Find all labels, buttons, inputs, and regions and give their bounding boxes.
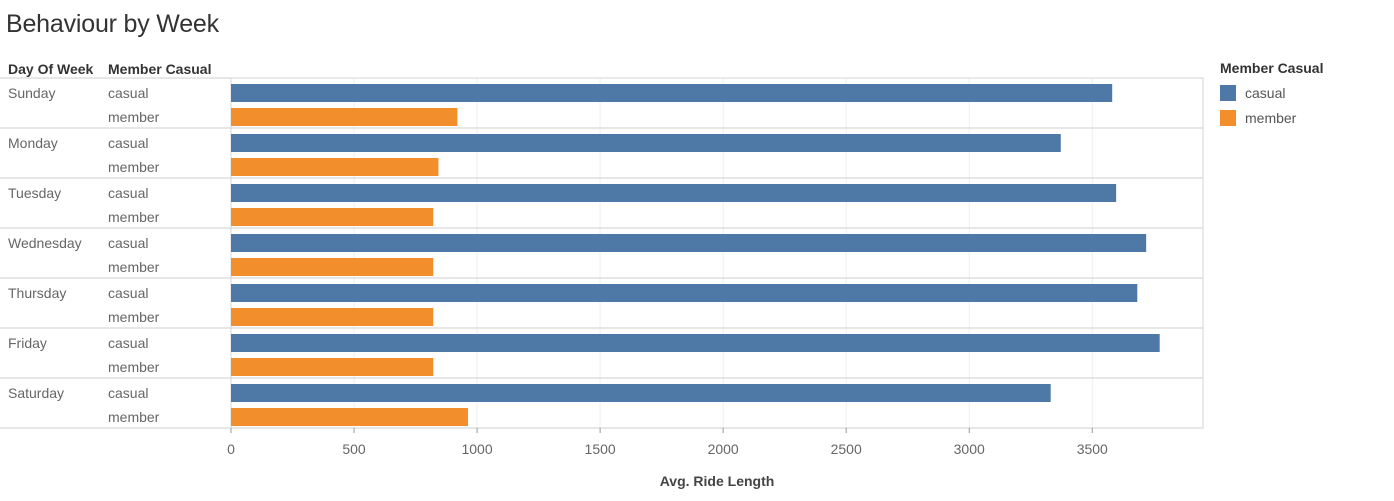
day-label: Thursday [8, 285, 66, 301]
group-label: member [108, 409, 160, 425]
bar-wednesday-member [231, 258, 434, 276]
chart-title: Behaviour by Week [6, 10, 219, 38]
row-header-member-casual: Member Casual [108, 61, 211, 77]
legend-item-member[interactable]: member [1220, 105, 1323, 130]
day-label: Wednesday [8, 235, 82, 251]
x-tick-label: 1500 [585, 441, 616, 457]
bar-tuesday-casual [231, 184, 1117, 202]
bar-friday-member [231, 358, 434, 376]
x-tick-label: 1000 [461, 441, 492, 457]
group-label: member [108, 109, 160, 125]
day-label: Monday [8, 135, 58, 151]
x-axis-label: Avg. Ride Length [660, 473, 775, 489]
x-tick-label: 2500 [831, 441, 862, 457]
x-tick-label: 0 [227, 441, 235, 457]
bar-tuesday-member [231, 208, 434, 226]
group-label: casual [108, 385, 148, 401]
day-label: Saturday [8, 385, 64, 401]
legend: Member Casual casual member [1220, 60, 1323, 130]
bar-friday-casual [231, 334, 1160, 352]
legend-swatch-member [1220, 109, 1236, 126]
group-label: casual [108, 285, 148, 301]
x-tick-label: 3000 [954, 441, 985, 457]
group-label: member [108, 159, 160, 175]
group-label: casual [108, 135, 148, 151]
x-tick-label: 500 [342, 441, 366, 457]
legend-title: Member Casual [1220, 60, 1324, 76]
day-label: Friday [8, 335, 47, 351]
bar-monday-casual [231, 134, 1061, 152]
group-label: member [108, 359, 160, 375]
bar-monday-member [231, 158, 439, 176]
bar-sunday-casual [231, 84, 1113, 102]
bar-saturday-casual [231, 384, 1051, 402]
group-label: casual [108, 185, 148, 201]
legend-label-casual: casual [1245, 84, 1286, 101]
bar-sunday-member [231, 108, 458, 126]
bar-wednesday-casual [231, 234, 1147, 252]
day-label: Sunday [8, 85, 55, 101]
bar-thursday-casual [231, 284, 1138, 302]
group-label: member [108, 209, 160, 225]
bar-saturday-member [231, 408, 468, 426]
group-label: casual [108, 235, 148, 251]
group-label: casual [108, 85, 148, 101]
legend-swatch-casual [1220, 84, 1236, 101]
bar-thursday-member [231, 308, 434, 326]
legend-label-member: member [1245, 109, 1297, 126]
group-label: member [108, 309, 160, 325]
group-label: casual [108, 335, 148, 351]
legend-item-casual[interactable]: casual [1220, 80, 1323, 105]
day-label: Tuesday [8, 185, 61, 201]
row-header-day-of-week: Day Of Week [8, 61, 94, 77]
x-tick-label: 2000 [708, 441, 739, 457]
group-label: member [108, 259, 160, 275]
x-tick-label: 3500 [1077, 441, 1108, 457]
